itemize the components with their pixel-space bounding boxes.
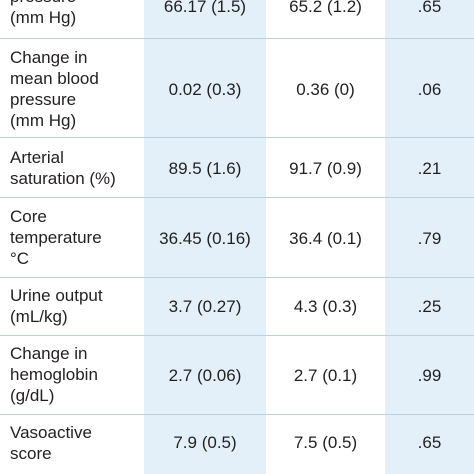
row-label: Urine output (mL/kg) — [10, 286, 103, 326]
row-label: Change in hemoglobin (g/dL) — [10, 344, 98, 405]
row-label: Arterial saturation (%) — [10, 148, 116, 188]
p-value: .21 — [417, 159, 442, 178]
p-value: .65 — [417, 433, 442, 452]
group1-value: 66.17 (1.5) — [163, 0, 247, 16]
group2-value: 0.36 (0) — [296, 80, 355, 99]
group2-value: 36.4 (0.1) — [289, 229, 362, 248]
row-divider — [0, 137, 474, 138]
p-value: .25 — [417, 297, 442, 316]
p-value-column-shade — [385, 0, 474, 474]
group1-value: 3.7 (0.27) — [168, 297, 242, 316]
p-value: .65 — [417, 0, 442, 16]
group1-value: 2.7 (0.06) — [168, 366, 242, 385]
group2-value: 2.7 (0.1) — [293, 366, 358, 385]
group1-value: 0.02 (0.3) — [168, 80, 242, 99]
group2-value: 91.7 (0.9) — [289, 159, 362, 178]
row-divider — [0, 277, 474, 278]
row-divider — [0, 414, 474, 415]
group1-column-shade — [144, 0, 266, 474]
group2-value: 65.2 (1.2) — [289, 0, 362, 16]
group2-value: 4.3 (0.3) — [293, 297, 358, 316]
row-divider — [0, 197, 474, 198]
row-label: Core temperature °C — [10, 207, 102, 268]
group2-value: 7.5 (0.5) — [293, 433, 358, 452]
row-label: Vasoactive score — [10, 423, 92, 463]
group1-value: 7.9 (0.5) — [173, 433, 237, 452]
p-value: .06 — [417, 80, 442, 99]
row-label: Change in mean blood pressure (mm Hg) — [10, 48, 99, 130]
row-label: pressure (mm Hg) — [10, 0, 77, 27]
row-divider — [0, 335, 474, 336]
group1-value: 36.45 (0.16) — [159, 229, 251, 248]
p-value: .79 — [417, 229, 442, 248]
row-divider — [0, 38, 474, 39]
group1-value: 89.5 (1.6) — [168, 159, 242, 178]
p-value: .99 — [417, 366, 442, 385]
